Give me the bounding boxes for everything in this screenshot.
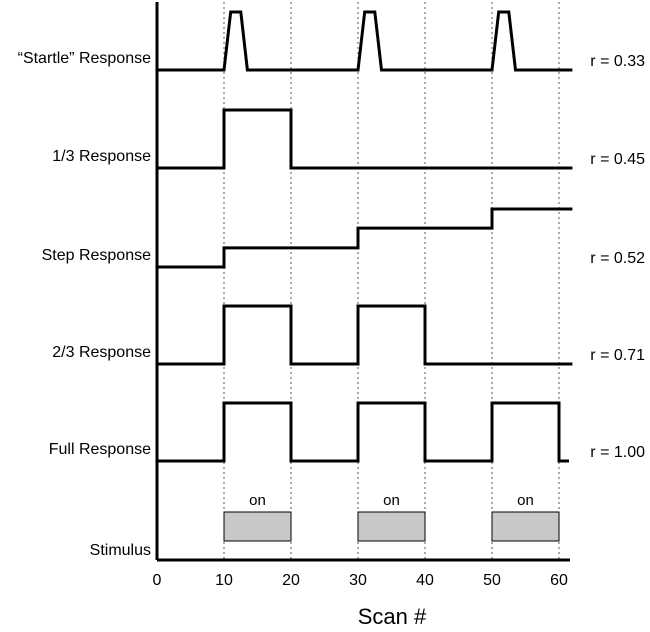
row-label: “Startle” Response	[18, 50, 151, 67]
x-tick-label: 10	[215, 572, 233, 589]
row-label: Step Response	[42, 247, 152, 264]
x-tick-label: 50	[483, 572, 501, 589]
response-row: 2/3 Response r = 0.71	[52, 304, 645, 366]
stimulus-on-label: on	[249, 492, 266, 509]
x-tick-labels: 0 10 20 30 40 50 60	[153, 572, 568, 589]
row-label: 2/3 Response	[52, 344, 151, 361]
response-row: “Startle” Response r = 0.33	[18, 10, 645, 72]
correlation-label: r = 0.45	[590, 151, 645, 168]
x-tick-label: 20	[282, 572, 300, 589]
response-line	[157, 10, 573, 72]
correlation-label: r = 0.52	[590, 250, 645, 267]
x-tick-label: 40	[416, 572, 434, 589]
response-row: 1/3 Response r = 0.45	[52, 108, 645, 170]
grid-lines	[223, 2, 560, 560]
correlation-label: r = 0.71	[590, 347, 645, 364]
correlation-label: r = 0.33	[590, 53, 645, 70]
stimulus-label: Stimulus	[90, 542, 151, 559]
stimulus-on-label: on	[383, 492, 400, 509]
response-line	[157, 304, 573, 366]
response-line	[157, 108, 573, 170]
stimulus-row: Stimulus on on on	[90, 492, 560, 559]
response-line	[157, 401, 569, 463]
x-tick-label: 0	[153, 572, 162, 589]
x-tick-label: 60	[550, 572, 568, 589]
stimulus-block	[223, 511, 292, 542]
correlation-label: r = 1.00	[590, 444, 645, 461]
response-row: Step Response r = 0.52	[42, 207, 645, 269]
x-tick-label: 30	[349, 572, 367, 589]
stimulus-block	[491, 511, 560, 542]
row-label: Full Response	[49, 441, 151, 458]
row-label: 1/3 Response	[52, 148, 151, 165]
x-axis-title: Scan #	[358, 604, 427, 629]
response-row: Full Response r = 1.00	[49, 401, 645, 463]
stimulus-block	[357, 511, 426, 542]
response-line	[157, 207, 573, 269]
stimulus-on-label: on	[517, 492, 534, 509]
response-rows: “Startle” Response r = 0.33 1/3 Response r …	[18, 10, 645, 463]
